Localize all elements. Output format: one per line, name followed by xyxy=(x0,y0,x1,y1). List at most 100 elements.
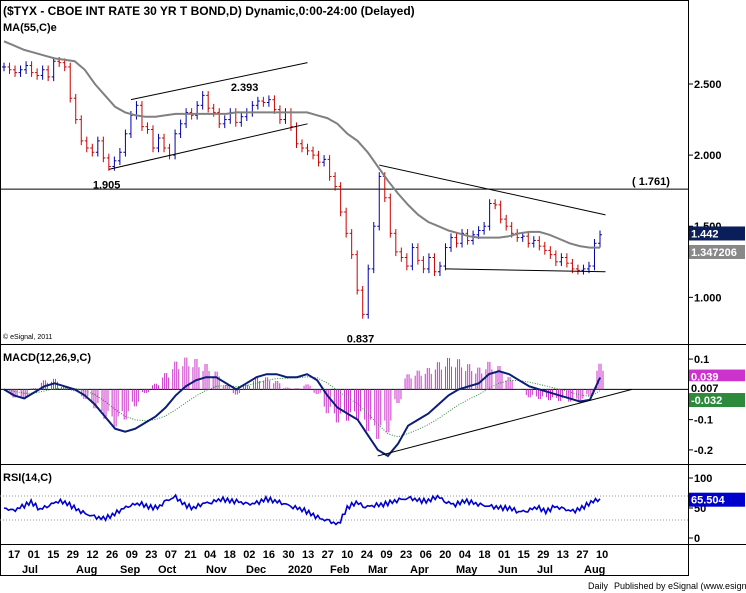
price-bar xyxy=(162,133,167,153)
price-bar xyxy=(542,241,547,255)
macd-line xyxy=(3,370,601,458)
macd-histogram-bar xyxy=(364,389,372,431)
price-bar xyxy=(117,148,122,166)
macd-histogram-bar xyxy=(404,374,412,390)
price-bar xyxy=(366,264,371,319)
price-bar xyxy=(13,65,18,77)
macd-trendline xyxy=(377,388,633,457)
macd-histogram-bar xyxy=(263,377,271,390)
price-bar xyxy=(90,143,95,157)
price-bar xyxy=(371,221,376,274)
macd-value-tag-bg xyxy=(689,369,745,384)
price-bar xyxy=(261,96,266,107)
macd-histogram-bar xyxy=(495,365,503,390)
macd-histogram-bar xyxy=(283,387,291,390)
macd-histogram-bar xyxy=(30,388,38,390)
price-bar xyxy=(239,112,244,127)
price-bar xyxy=(106,153,111,171)
price-bar xyxy=(123,129,128,157)
price-bar xyxy=(482,221,487,235)
price-bar xyxy=(283,108,288,124)
x-day-label-27: 29 xyxy=(537,549,549,561)
price-bar xyxy=(338,182,343,217)
ma-value-tag: 1.347206 xyxy=(689,244,745,259)
ma-legend: MA(55,C)e xyxy=(3,22,57,34)
price-bar xyxy=(322,155,327,167)
price-bar xyxy=(581,264,586,275)
x-day-label-7: 23 xyxy=(145,549,157,561)
macd-histogram-bar xyxy=(394,389,402,404)
price-bar xyxy=(156,133,161,153)
price-bar xyxy=(29,61,34,77)
price-bar xyxy=(515,229,520,242)
price-bar xyxy=(217,108,222,129)
x-month-label-13: Aug xyxy=(584,564,605,576)
footer-left: Daily xyxy=(588,581,609,591)
macd-histogram-bar xyxy=(576,389,584,403)
x-month-label-9: Apr xyxy=(410,564,430,576)
hist-value-tag: -0.032 xyxy=(689,393,745,408)
price-bar xyxy=(178,119,183,139)
macd-tick-label-2: -0.1 xyxy=(694,415,713,427)
x-day-label-26: 15 xyxy=(518,549,530,561)
signal-value-tag: 0.007 xyxy=(689,381,745,396)
x-day-label-12: 02 xyxy=(243,549,255,561)
price-bar xyxy=(305,143,310,156)
price-bar xyxy=(184,108,189,129)
price-bar xyxy=(498,200,503,224)
macd-histogram-bar xyxy=(424,368,432,390)
x-axis: 17 01 15 29 12 26 09 23 07 21 04 18 02 16 30 13 27 10 24 09… xyxy=(8,549,608,576)
x-day-label-19: 09 xyxy=(380,549,392,561)
x-month-label-12: Jul xyxy=(537,564,553,576)
x-day-label-15: 13 xyxy=(302,549,314,561)
macd-histogram-bar xyxy=(444,357,452,390)
macd-value-tag: 0.039 xyxy=(689,369,745,384)
price-bar xyxy=(327,155,332,181)
price-bar xyxy=(415,243,420,265)
price-bar xyxy=(134,101,139,120)
price-bar xyxy=(79,115,84,146)
price-bar xyxy=(487,199,492,231)
price-bar xyxy=(575,264,580,275)
price-bar xyxy=(526,231,531,248)
price-bar xyxy=(311,146,316,160)
macd-histogram-bar xyxy=(384,389,392,433)
x-day-label-6: 09 xyxy=(126,549,138,561)
price-bar xyxy=(493,199,498,210)
price-current-tag-text: 1.442 xyxy=(691,228,719,240)
macd-histogram-bar xyxy=(343,389,351,421)
price-bar xyxy=(200,91,205,110)
price-bar xyxy=(443,243,448,271)
price-bar xyxy=(24,61,29,75)
price-tick-label-1: 2.000 xyxy=(694,150,722,162)
price-trendline-3 xyxy=(445,268,606,273)
price-bar xyxy=(316,150,321,167)
macd-histogram-bar xyxy=(162,373,170,390)
x-month-label-1: Aug xyxy=(76,564,97,576)
macd-histogram-bar xyxy=(303,384,311,390)
macd-histogram-bar xyxy=(121,389,129,420)
macd-histogram-bar xyxy=(455,359,463,390)
chart-title: ($TYX - CBOE INT RATE 30 YR T BOND,D) Dy… xyxy=(3,4,415,18)
price-bar xyxy=(559,253,564,267)
ma-value-tag-text: 1.347206 xyxy=(691,247,737,259)
price-bar xyxy=(233,108,238,127)
x-day-label-13: 16 xyxy=(263,549,275,561)
x-day-label-28: 13 xyxy=(557,549,569,561)
price-bar xyxy=(454,233,459,248)
x-day-label-0: 17 xyxy=(8,549,20,561)
macd-histogram-bar xyxy=(293,388,301,390)
price-bar xyxy=(437,261,442,276)
x-month-label-8: Mar xyxy=(368,564,388,576)
copyright: © eSignal, 2011 xyxy=(3,333,53,341)
price-annotation-0-837: 0.837 xyxy=(347,334,375,346)
price-bar xyxy=(592,239,597,271)
price-bar xyxy=(355,250,360,295)
macd-legend: MACD(12,26,9,C) xyxy=(3,352,91,364)
macd-histogram-bar xyxy=(111,389,119,427)
price-tick-label-0: 2.500 xyxy=(694,79,722,91)
macd-histogram-bar xyxy=(182,357,190,390)
